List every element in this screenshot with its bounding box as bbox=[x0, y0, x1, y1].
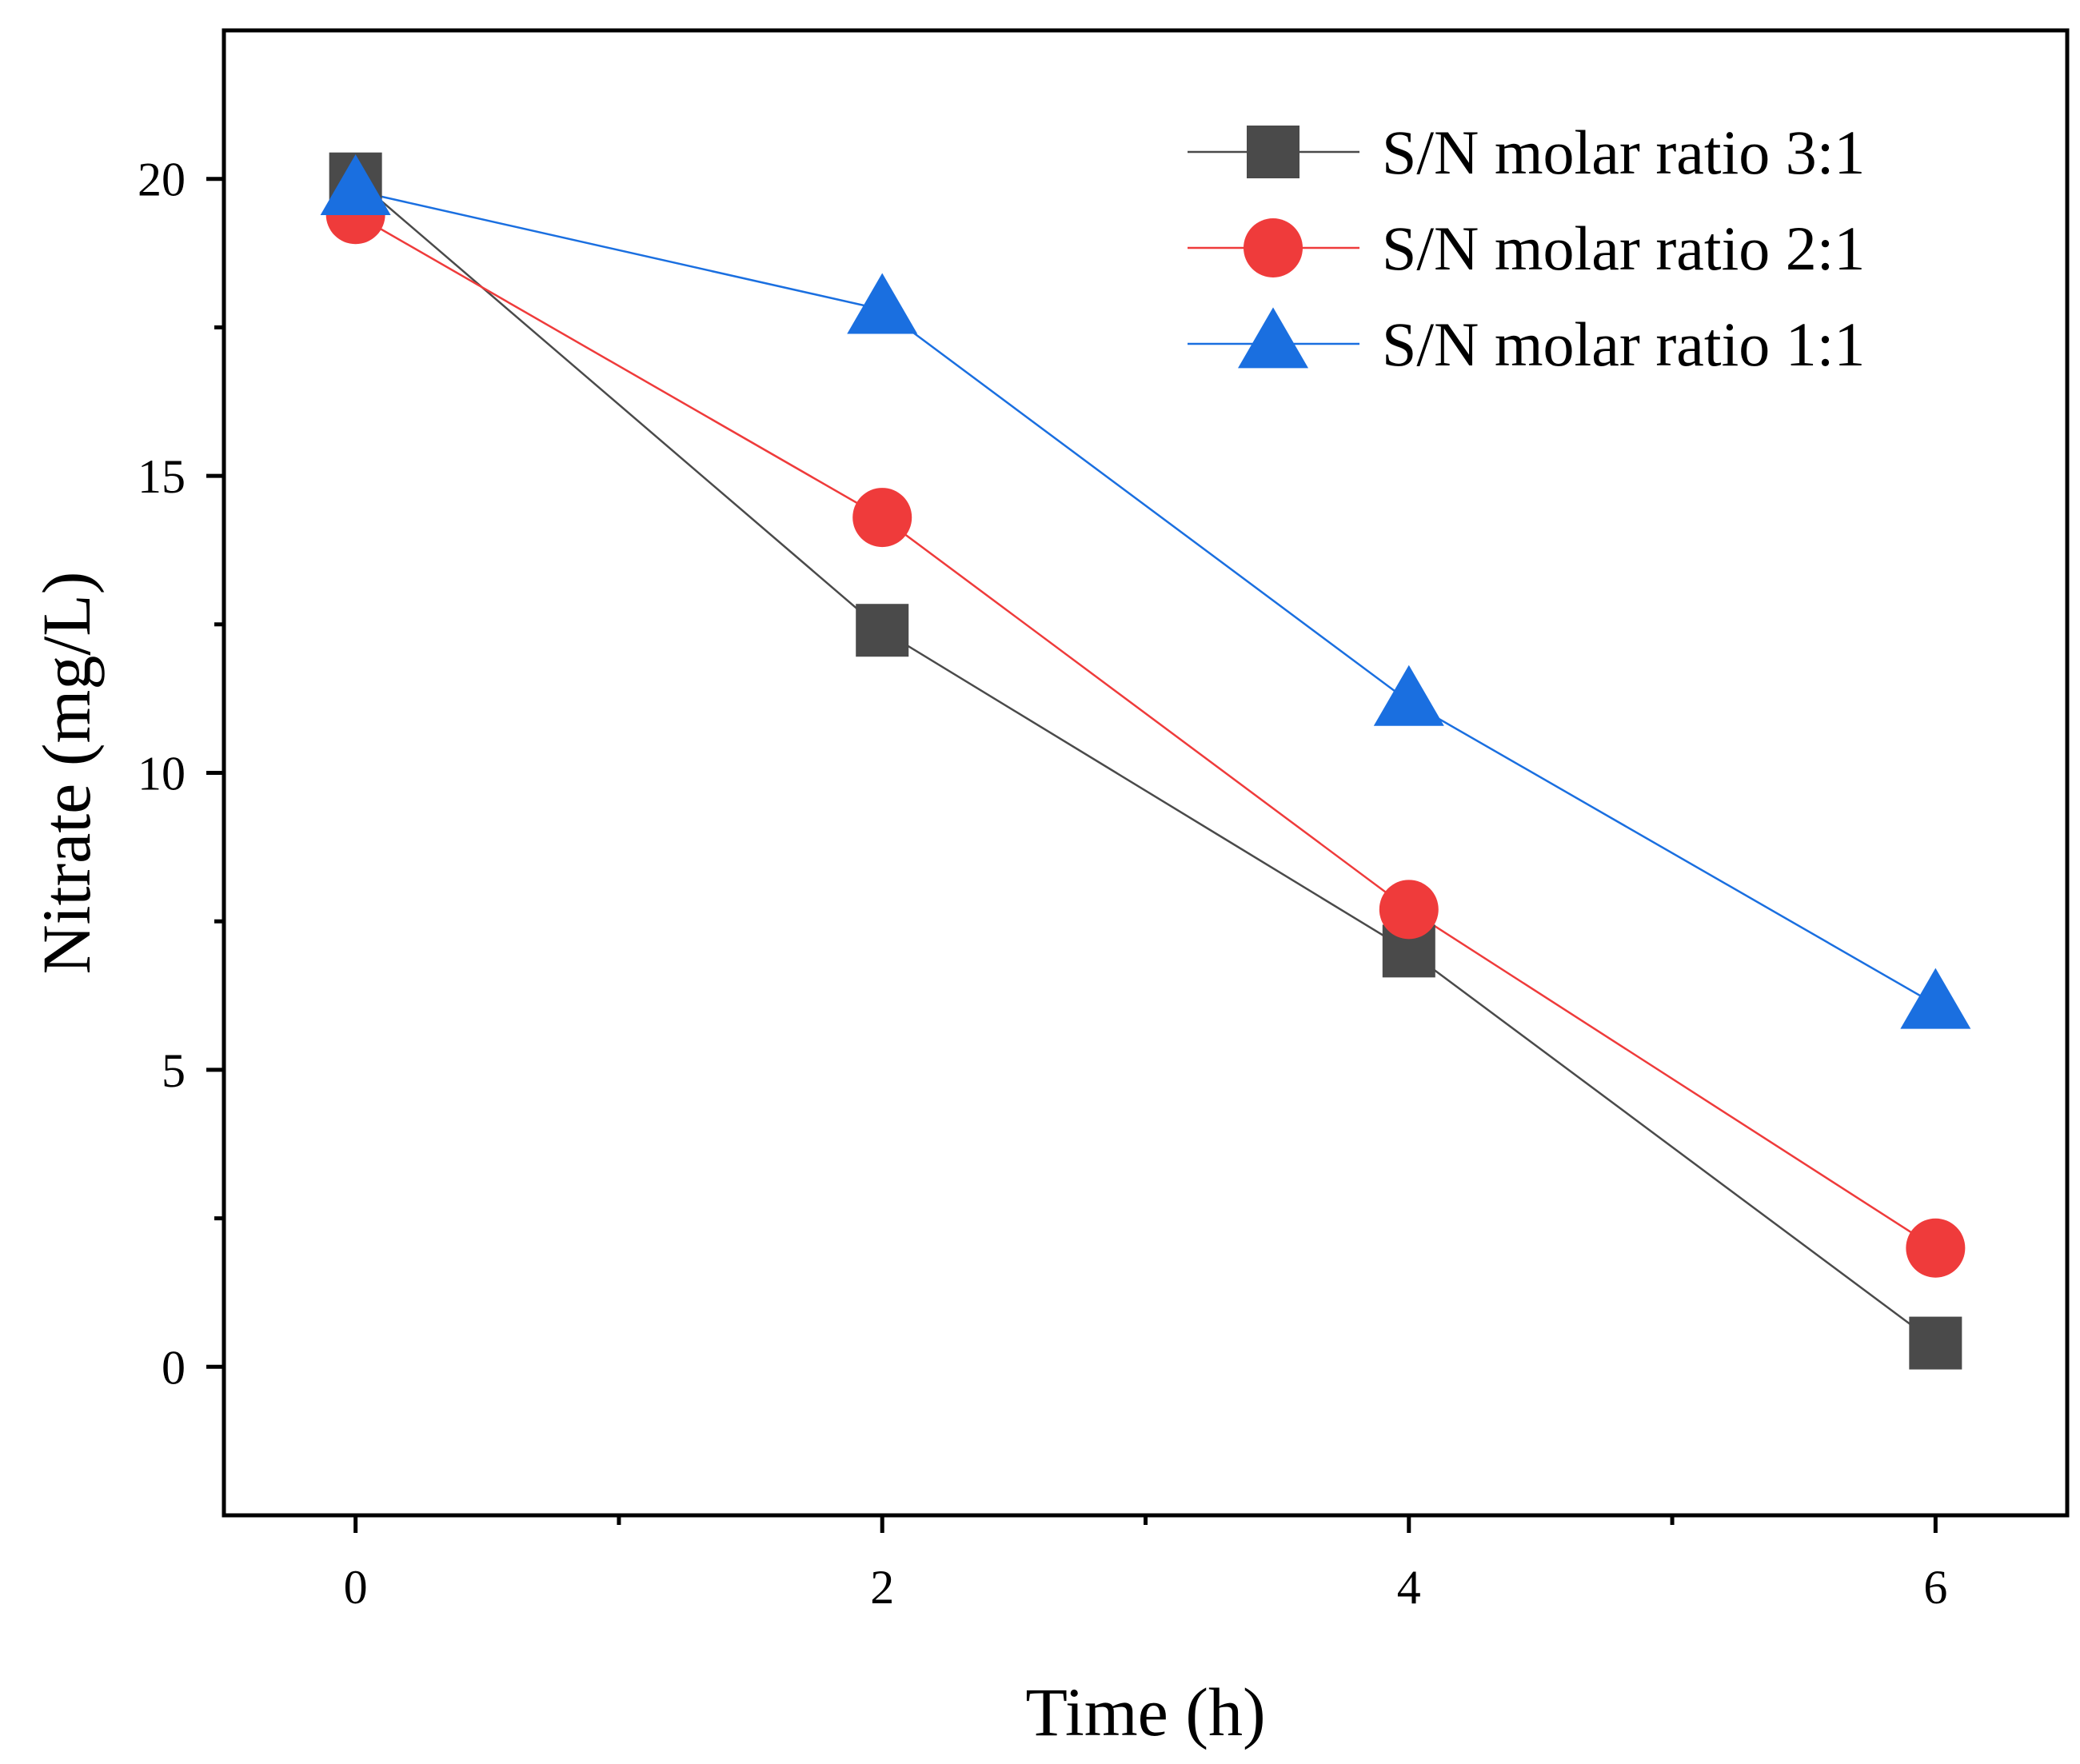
data-point-series-2-x2 bbox=[852, 488, 912, 548]
legend-marker-1 bbox=[1247, 126, 1300, 178]
data-point-series-1-x6 bbox=[1909, 1316, 1962, 1370]
y-tick-label: 20 bbox=[138, 154, 186, 206]
plot-frame bbox=[222, 28, 2070, 1518]
data-point-series-1-x2 bbox=[856, 604, 909, 657]
data-point-series-3-x0 bbox=[320, 154, 391, 215]
y-tick-label: 15 bbox=[138, 450, 186, 503]
series-line-1 bbox=[354, 178, 1937, 1344]
x-axis-title: Time (h) bbox=[1025, 1674, 1265, 1750]
legend-marker-2 bbox=[1244, 218, 1303, 277]
data-point-series-3-x6 bbox=[1900, 968, 1971, 1029]
x-tick-label: 4 bbox=[1397, 1561, 1421, 1614]
x-tick-label: 6 bbox=[1923, 1561, 1947, 1614]
data-point-series-2-x4 bbox=[1379, 880, 1439, 940]
data-point-series-3-x4 bbox=[1373, 664, 1444, 726]
legend-marker-3 bbox=[1238, 307, 1308, 369]
series-line-3 bbox=[355, 190, 1936, 1006]
x-tick-label: 2 bbox=[870, 1561, 894, 1614]
data-point-series-3-x2 bbox=[847, 273, 918, 334]
y-tick-label: 5 bbox=[162, 1044, 186, 1097]
series-markers bbox=[320, 152, 1971, 1370]
legend-label-2: S/N molar ratio 2:1 bbox=[1382, 214, 1865, 283]
x-tick-label: 0 bbox=[344, 1561, 368, 1614]
y-tick-label: 10 bbox=[138, 748, 186, 800]
legend: S/N molar ratio 3:1 S/N molar ratio 2:1 S/… bbox=[1188, 118, 1865, 379]
legend-label-1: S/N molar ratio 3:1 bbox=[1382, 118, 1865, 187]
data-point-series-2-x6 bbox=[1906, 1218, 1966, 1278]
series-lines bbox=[354, 178, 1937, 1344]
tick-labels: 0 2 4 6 0 5 10 15 20 bbox=[138, 154, 1947, 1614]
series-line-2 bbox=[355, 214, 1937, 1249]
legend-label-3: S/N molar ratio 1:1 bbox=[1382, 309, 1865, 379]
axis-ticks bbox=[206, 177, 1938, 1533]
y-tick-label: 0 bbox=[162, 1341, 186, 1394]
y-axis-title: Nitrate (mg/L) bbox=[28, 572, 105, 975]
